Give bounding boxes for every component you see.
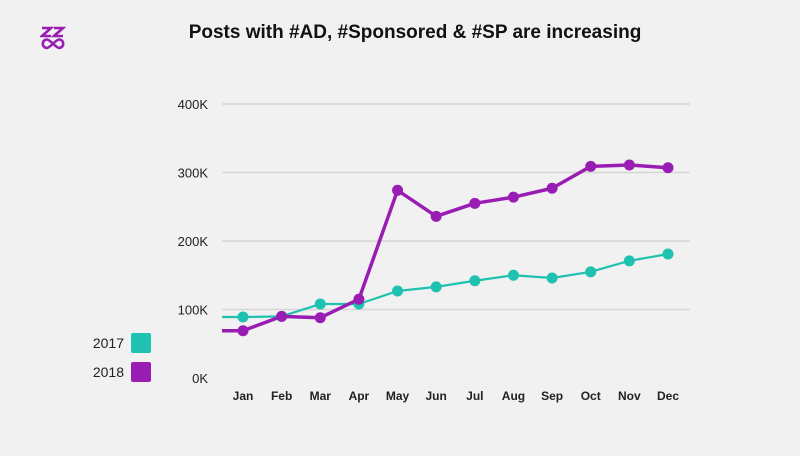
data-point-2017: [662, 248, 674, 260]
x-tick-label: Aug: [502, 389, 525, 403]
data-point-2018: [507, 191, 519, 203]
data-point-2018: [430, 210, 442, 222]
legend-label: 2018: [93, 364, 124, 380]
y-tick-label: 0K: [192, 371, 208, 386]
data-point-2018: [662, 162, 674, 174]
data-point-2018: [353, 293, 365, 305]
data-point-2017: [237, 311, 249, 323]
y-tick-label: 100K: [178, 303, 209, 318]
data-point-2017: [392, 285, 404, 297]
x-tick-label: Jan: [233, 389, 254, 403]
x-tick-label: Jul: [466, 389, 483, 403]
series-line-2018: [222, 163, 669, 333]
legend-swatch: [131, 333, 151, 353]
legend-swatch: [131, 362, 151, 382]
x-tick-label: Apr: [349, 389, 370, 403]
data-point-2018: [314, 312, 326, 324]
brand-logo: [40, 26, 66, 50]
data-point-2017: [585, 266, 597, 278]
data-point-2018: [392, 184, 404, 196]
data-point-2018: [237, 325, 249, 337]
y-tick-label: 400K: [178, 97, 209, 112]
series-line-2017: [222, 252, 669, 319]
data-point-2018: [469, 197, 481, 209]
x-tick-label: Jun: [426, 389, 447, 403]
legend-label: 2017: [93, 335, 124, 351]
y-tick-label: 200K: [178, 234, 209, 249]
y-tick-label: 300K: [178, 166, 209, 181]
data-point-2017: [314, 298, 326, 310]
x-tick-label: Mar: [310, 389, 332, 403]
data-point-2018: [623, 159, 635, 171]
data-point-2017: [507, 269, 519, 281]
data-point-2018: [546, 182, 558, 194]
chart-title: Posts with #AD, #Sponsored & #SP are inc…: [188, 22, 642, 43]
data-point-2017: [430, 281, 442, 293]
x-tick-label: Sep: [541, 389, 563, 403]
x-tick-label: Feb: [271, 389, 292, 403]
x-tick-label: May: [386, 389, 410, 403]
x-tick-label: Dec: [657, 389, 679, 403]
data-point-2018: [276, 310, 288, 322]
data-point-2018: [585, 160, 597, 172]
data-point-2017: [469, 275, 481, 287]
x-tick-label: Oct: [581, 389, 601, 403]
data-point-2017: [623, 255, 635, 267]
x-tick-label: Nov: [618, 389, 641, 403]
data-point-2017: [546, 272, 558, 284]
